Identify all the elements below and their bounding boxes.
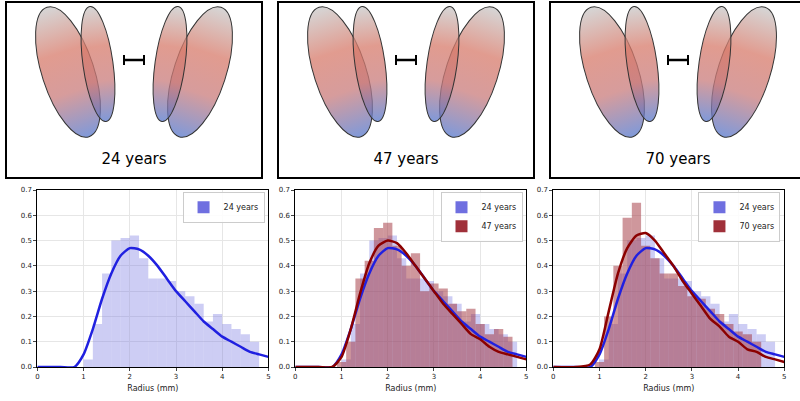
svg-text:0.5: 0.5 (537, 237, 548, 245)
svg-text:47 years: 47 years (482, 222, 517, 231)
svg-text:4: 4 (220, 373, 225, 381)
svg-text:0.4: 0.4 (279, 262, 291, 270)
svg-text:24 years: 24 years (224, 203, 259, 212)
svg-text:3: 3 (174, 373, 178, 381)
svg-text:0.7: 0.7 (537, 186, 548, 194)
svg-text:0.2: 0.2 (537, 313, 548, 321)
svg-text:1: 1 (597, 373, 601, 381)
svg-text:Radius (mm): Radius (mm) (643, 384, 694, 393)
svg-text:Radius (mm): Radius (mm) (385, 384, 436, 393)
svg-text:0.1: 0.1 (279, 338, 290, 346)
svg-text:4: 4 (478, 373, 483, 381)
svg-text:0.4: 0.4 (21, 262, 33, 270)
svg-text:5: 5 (524, 373, 528, 381)
svg-text:0.7: 0.7 (279, 186, 290, 194)
svg-text:0.4: 0.4 (537, 262, 549, 270)
svg-text:70 years: 70 years (645, 150, 710, 168)
svg-text:Radius (mm): Radius (mm) (127, 384, 178, 393)
svg-text:0: 0 (293, 373, 297, 381)
svg-text:0.3: 0.3 (21, 288, 32, 296)
svg-text:0.5: 0.5 (21, 237, 32, 245)
svg-text:0.2: 0.2 (21, 313, 32, 321)
svg-text:0.6: 0.6 (279, 212, 291, 220)
svg-text:0.0: 0.0 (279, 363, 290, 371)
svg-text:0.6: 0.6 (21, 212, 33, 220)
svg-text:0.6: 0.6 (537, 212, 549, 220)
svg-text:24 years: 24 years (739, 203, 774, 212)
svg-text:0.0: 0.0 (537, 363, 548, 371)
svg-text:5: 5 (266, 373, 270, 381)
svg-text:2: 2 (128, 373, 132, 381)
svg-text:0.7: 0.7 (21, 186, 32, 194)
svg-text:1: 1 (81, 373, 85, 381)
svg-text:47 years: 47 years (373, 150, 438, 168)
svg-text:1: 1 (339, 373, 343, 381)
svg-text:70 years: 70 years (739, 222, 774, 231)
svg-text:0.1: 0.1 (537, 338, 548, 346)
svg-text:2: 2 (643, 373, 647, 381)
svg-text:3: 3 (432, 373, 436, 381)
svg-text:4: 4 (736, 373, 741, 381)
svg-text:3: 3 (690, 373, 694, 381)
svg-text:5: 5 (782, 373, 786, 381)
svg-text:0.5: 0.5 (279, 237, 290, 245)
svg-text:2: 2 (386, 373, 390, 381)
svg-text:24 years: 24 years (482, 203, 517, 212)
svg-text:0.3: 0.3 (537, 288, 548, 296)
svg-text:0.2: 0.2 (279, 313, 290, 321)
svg-text:0: 0 (551, 373, 555, 381)
svg-text:0: 0 (35, 373, 39, 381)
svg-text:0.3: 0.3 (279, 288, 290, 296)
svg-text:0.1: 0.1 (21, 338, 32, 346)
svg-text:0.0: 0.0 (21, 363, 32, 371)
svg-text:24 years: 24 years (101, 150, 166, 168)
